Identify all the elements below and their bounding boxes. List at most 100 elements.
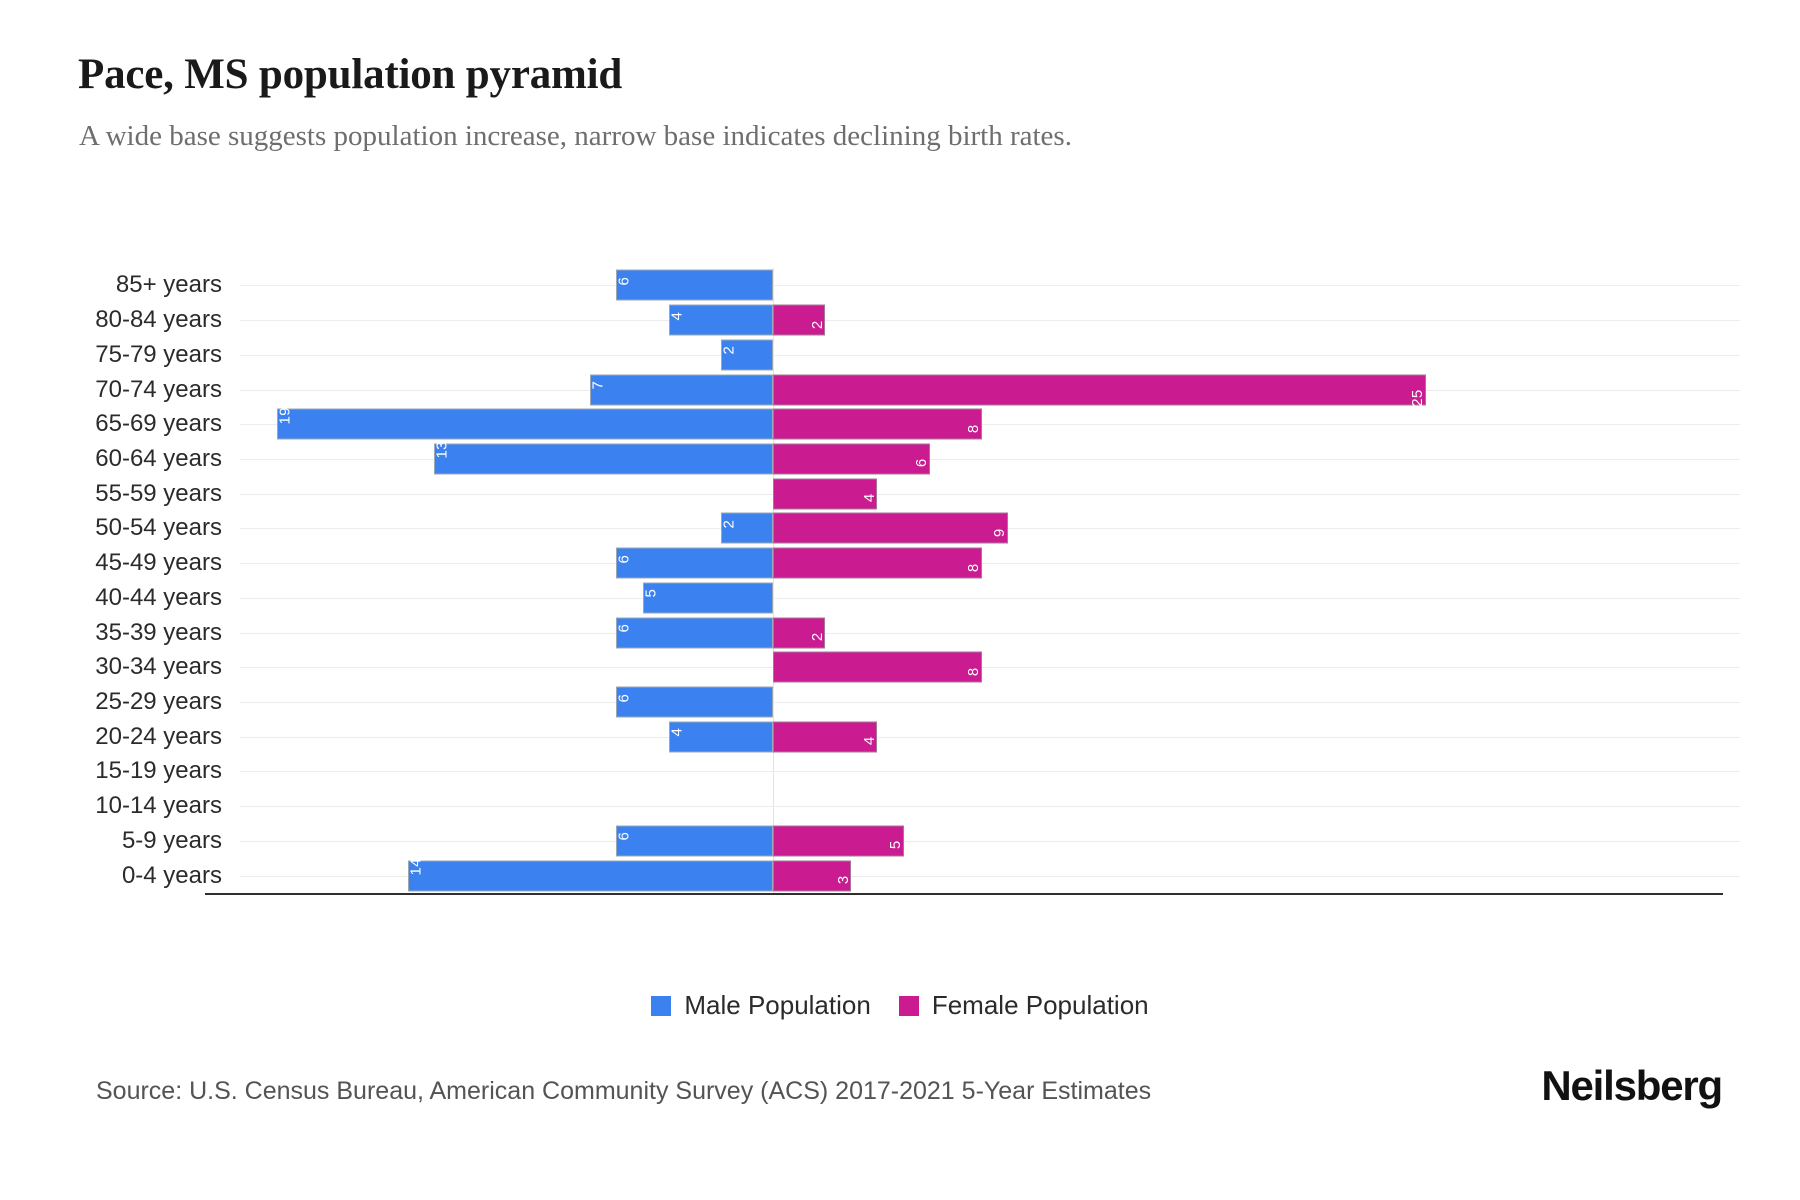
legend-label-male: Male Population [684,990,871,1020]
page-subtitle: A wide base suggests population increase… [79,120,1072,152]
gridline [240,702,1740,704]
female-bar[interactable]: 25 [773,374,1426,407]
pyramid-row: 25-29 years 6 [95,685,1740,720]
male-bar[interactable]: 2 [720,339,773,371]
male-bar[interactable]: 4 [668,721,773,753]
pyramid-row: 45-49 years 6 8 [95,546,1740,581]
male-bar-value: 2 [720,346,738,355]
legend-label-female: Female Population [931,990,1149,1020]
female-bar-value: 2 [808,320,826,329]
male-bar[interactable]: 4 [668,304,773,336]
legend-item-male[interactable]: Male Population [651,990,871,1021]
pyramid-row: 30-34 years 8 [95,650,1740,685]
female-bar-value: 25 [1409,389,1426,407]
female-bar[interactable]: 8 [773,408,983,440]
female-bar[interactable]: 4 [773,721,878,753]
page-title: Pace, MS population pyramid [78,51,623,98]
male-bar[interactable]: 13 [433,441,773,475]
source-note: Source: U.S. Census Bureau, American Com… [96,1077,1152,1105]
male-bar[interactable]: 19 [277,407,773,440]
legend-item-female[interactable]: Female Population [898,990,1149,1021]
male-bar-value: 6 [615,623,633,633]
y-axis-label: 50-54 years [95,514,222,542]
female-bar[interactable]: 5 [773,825,904,857]
female-color-swatch-icon [898,995,919,1016]
chart-rows: 85+ years 6 80-84 years 4 2 75-79 years 2 70-74… [95,268,1740,893]
female-bar-value: 9 [991,528,1009,538]
gridline [240,597,1740,599]
y-axis-label: 25-29 years [95,688,222,716]
male-bar-value: 6 [615,832,633,841]
pyramid-row: 35-39 years 6 2 [95,615,1740,650]
gridline [240,806,1740,808]
male-bar[interactable]: 7 [589,374,773,406]
y-axis-label: 20-24 years [95,722,222,750]
gridline [240,736,1740,738]
gridline [240,563,1740,565]
pyramid-row: 10-14 years [95,789,1740,824]
female-bar-value: 3 [834,875,852,885]
gridline [240,320,1740,322]
pyramid-row: 5-9 years 6 5 [122,824,1740,859]
female-bar[interactable]: 4 [773,478,878,510]
pyramid-row: 50-54 years 2 9 [95,511,1740,546]
male-bar[interactable]: 5 [642,582,773,614]
y-axis-label: 85+ years [115,271,222,299]
male-color-swatch-icon [651,995,672,1016]
y-axis-label: 75-79 years [95,340,222,368]
male-bar-value: 6 [615,276,633,286]
female-bar[interactable]: 2 [773,304,826,336]
male-bar-value: 14 [407,858,425,876]
male-bar-value: 2 [720,519,738,529]
y-axis-label: 35-39 years [95,618,222,646]
y-axis-label: 10-14 years [95,792,222,820]
chart-area: 85+ years 6 80-84 years 4 2 75-79 years 2 70-74… [95,268,1740,908]
y-axis-label: 70-74 years [95,375,222,403]
female-bar[interactable]: 9 [773,512,1009,544]
male-bar-value: 4 [668,311,686,321]
y-axis-label: 65-69 years [95,410,222,438]
male-bar-value: 7 [589,380,607,390]
male-bar[interactable]: 6 [616,686,773,718]
female-bar[interactable]: 8 [773,547,982,579]
pyramid-row: 70-74 years 7 25 [95,372,1740,407]
gridline [240,458,1740,460]
female-bar-value: 4 [860,493,878,503]
male-bar-value: 5 [642,589,659,598]
male-bar[interactable]: 6 [615,617,773,649]
male-bar[interactable]: 6 [616,547,773,579]
y-axis-label: 45-49 years [95,549,222,577]
male-bar[interactable]: 2 [720,512,773,544]
female-bar-value: 2 [808,632,826,642]
pyramid-row: 75-79 years 2 [95,337,1740,372]
male-bar-value: 13 [433,441,451,459]
x-axis-baseline [205,893,1723,895]
female-bar-value: 8 [965,424,983,433]
y-axis-label: 80-84 years [95,306,222,334]
female-bar[interactable]: 3 [773,860,852,892]
female-bar-value: 5 [887,840,904,850]
y-axis-label: 0-4 years [121,861,222,889]
gridline [240,632,1740,634]
y-axis-label: 60-64 years [95,444,222,472]
female-bar[interactable]: 2 [773,617,826,649]
y-axis-label: 5-9 years [121,826,222,854]
pyramid-row: 55-59 years 4 [95,476,1740,511]
pyramid-row: 0-4 years 14 3 [122,858,1740,893]
pyramid-row: 40-44 years 5 [95,581,1740,616]
gridline [240,424,1740,426]
male-bar[interactable]: 6 [615,825,773,857]
male-bar[interactable]: 6 [615,269,773,301]
y-axis-label: 30-34 years [95,653,222,681]
gridline [240,493,1740,495]
gridline [240,840,1740,842]
pyramid-row: 80-84 years 4 2 [95,303,1740,338]
female-bar[interactable]: 8 [773,651,982,683]
pyramid-row: 85+ years 6 [116,268,1740,303]
gridline [240,354,1740,356]
gridline [240,285,1740,287]
male-bar[interactable]: 14 [407,858,773,892]
female-bar[interactable]: 6 [773,443,930,475]
pyramid-row: 15-19 years [95,754,1740,789]
